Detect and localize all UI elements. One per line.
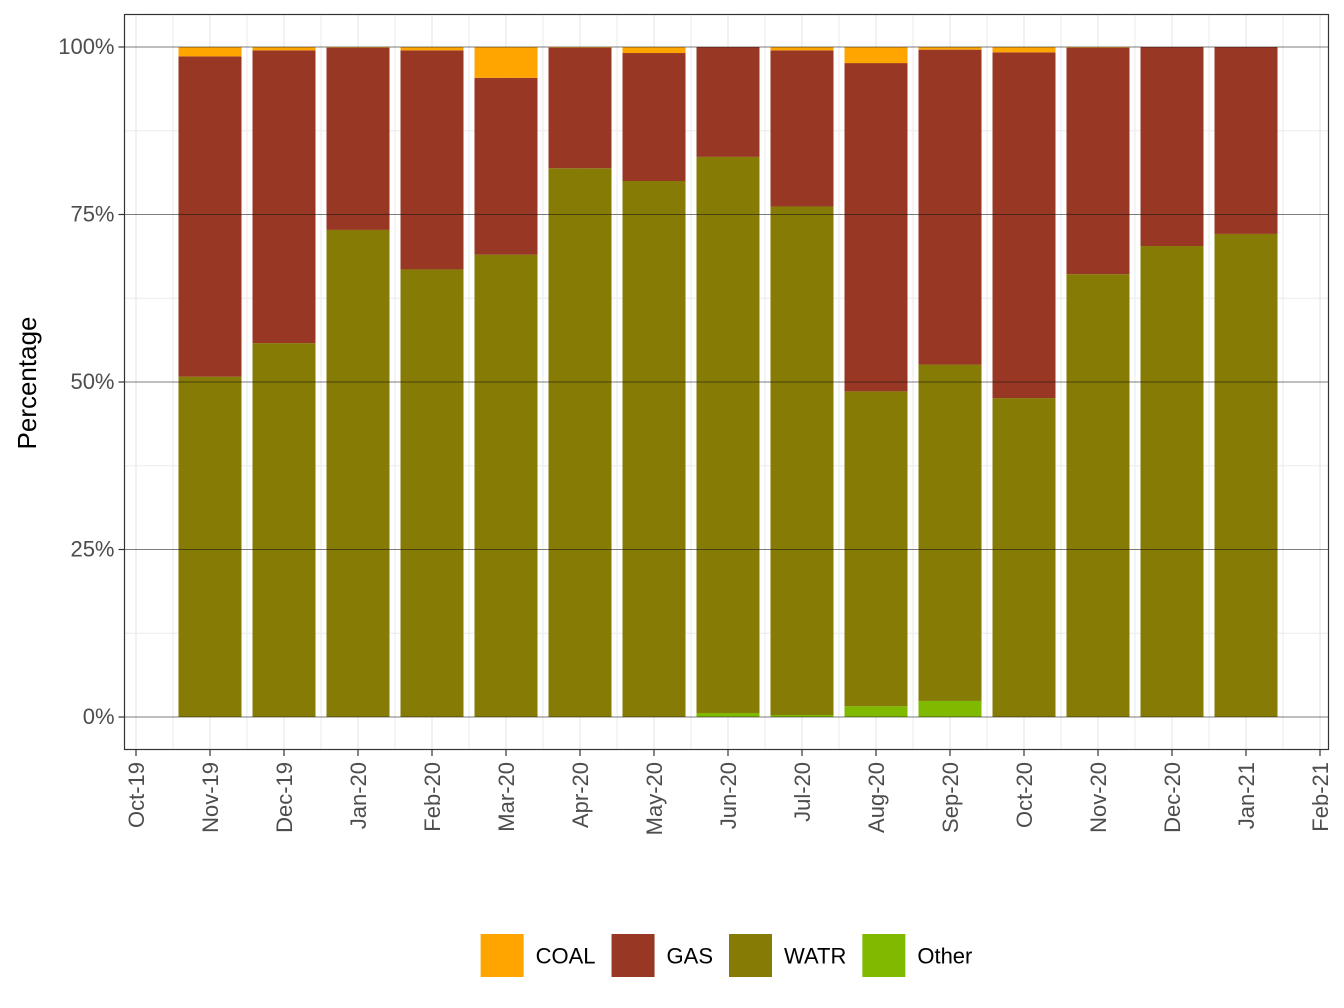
bar-segment-gas-2019-12 (252, 50, 316, 344)
x-tick-label: Jul-20 (790, 762, 815, 822)
bar-segment-other-2020-06 (696, 712, 760, 717)
x-tick-label: May-20 (642, 762, 667, 835)
legend-label-coal: COAL (536, 944, 596, 969)
bar-segment-coal-2020-08 (844, 47, 908, 64)
x-axis: Oct-19 Nov-19 Dec-19 Jan-20 Feb-20 Mar-20 Apr-… (124, 749, 1333, 835)
bar-segment-gas-2019-11 (178, 56, 242, 377)
bar-segment-watr-2019-11 (178, 376, 242, 717)
x-tick-label: Jun-20 (716, 762, 741, 829)
bar-segment-watr-2020-02 (400, 269, 464, 717)
bar-segment-coal-2019-11 (178, 47, 242, 57)
legend-key-watr (729, 934, 773, 977)
y-tick-label: 75% (70, 202, 114, 227)
bar-segment-coal-2020-10 (992, 47, 1056, 53)
bar-segment-gas-2020-02 (400, 50, 464, 270)
legend-item-watr: WATR (729, 934, 846, 977)
x-tick-label: Mar-20 (494, 762, 519, 832)
bar-segment-gas-2020-11 (1066, 47, 1130, 275)
bar-segment-watr-2020-08 (844, 391, 908, 707)
x-tick-label: Nov-20 (1086, 762, 1111, 833)
bar-segment-coal-2020-02 (400, 47, 464, 51)
x-tick-label: Dec-19 (272, 762, 297, 833)
bar-segment-watr-2020-06 (696, 156, 760, 713)
bars-layer (124, 46, 1329, 718)
legend-item-other: Other (862, 934, 972, 977)
bar-segment-watr-2020-11 (1066, 274, 1130, 717)
y-tick-label: 0% (83, 704, 115, 729)
y-axis: 0% 25% 50% 75% 100% (58, 34, 125, 729)
legend-label-other: Other (917, 944, 972, 969)
x-tick-label: Apr-20 (568, 762, 593, 828)
bar-segment-watr-2020-10 (992, 398, 1056, 717)
bar-segment-gas-2020-05 (622, 53, 686, 181)
y-tick-label: 100% (58, 34, 114, 59)
bar-segment-watr-2020-01 (326, 229, 390, 717)
x-tick-label: Feb-20 (420, 762, 445, 832)
bar-segment-watr-2020-05 (622, 181, 686, 717)
y-axis-title: Percentage (12, 317, 42, 450)
bar-segment-watr-2021-01 (1214, 233, 1278, 717)
bar-segment-gas-2020-01 (326, 47, 390, 230)
bar-segment-gas-2020-09 (918, 49, 982, 365)
legend-item-gas: GAS (611, 934, 713, 977)
bar-segment-coal-2020-05 (622, 47, 686, 54)
x-tick-label: Sep-20 (938, 762, 963, 833)
x-tick-label: Oct-19 (124, 762, 149, 828)
x-tick-label: Dec-20 (1160, 762, 1185, 833)
x-tick-label: Oct-20 (1012, 762, 1037, 828)
x-tick-label: Jan-20 (346, 762, 371, 829)
legend-key-other (862, 934, 906, 977)
bar-segment-other-2020-09 (918, 700, 982, 717)
bar-segment-watr-2020-03 (474, 254, 538, 717)
bar-segment-gas-2020-06 (696, 47, 760, 157)
bar-segment-gas-2020-04 (548, 47, 612, 169)
legend-label-watr: WATR (784, 944, 846, 969)
bar-segment-coal-2020-07 (770, 47, 834, 51)
bar-segment-coal-2020-03 (474, 47, 538, 78)
legend-key-gas (611, 934, 655, 977)
bar-segment-gas-2021-01 (1214, 47, 1278, 234)
bar-segment-coal-2020-09 (918, 47, 982, 50)
legend: COAL GAS WATR Other (480, 934, 972, 977)
x-tick-label: Nov-19 (198, 762, 223, 833)
bar-segment-coal-2019-12 (252, 47, 316, 51)
x-tick-label: Aug-20 (864, 762, 889, 833)
bar-segment-watr-2020-09 (918, 364, 982, 701)
bar-segment-gas-2020-08 (844, 63, 908, 392)
bar-segment-watr-2020-04 (548, 168, 612, 717)
bar-segment-other-2020-08 (844, 706, 908, 717)
y-tick-label: 25% (70, 537, 114, 562)
bar-segment-gas-2020-12 (1140, 47, 1204, 246)
legend-key-coal (480, 934, 524, 977)
bar-segment-gas-2020-07 (770, 50, 834, 207)
bar-segment-gas-2020-03 (474, 77, 538, 255)
bar-segment-watr-2019-12 (252, 343, 316, 717)
bar-segment-watr-2020-07 (770, 206, 834, 715)
bar-segment-other-2020-07 (770, 714, 834, 717)
x-tick-label: Feb-21 (1308, 762, 1333, 832)
legend-label-gas: GAS (667, 944, 713, 969)
legend-item-coal: COAL (480, 934, 596, 977)
bar-segment-watr-2020-12 (1140, 245, 1204, 718)
y-tick-label: 50% (70, 369, 114, 394)
x-tick-label: Jan-21 (1234, 762, 1259, 829)
bar-segment-gas-2020-10 (992, 52, 1056, 399)
